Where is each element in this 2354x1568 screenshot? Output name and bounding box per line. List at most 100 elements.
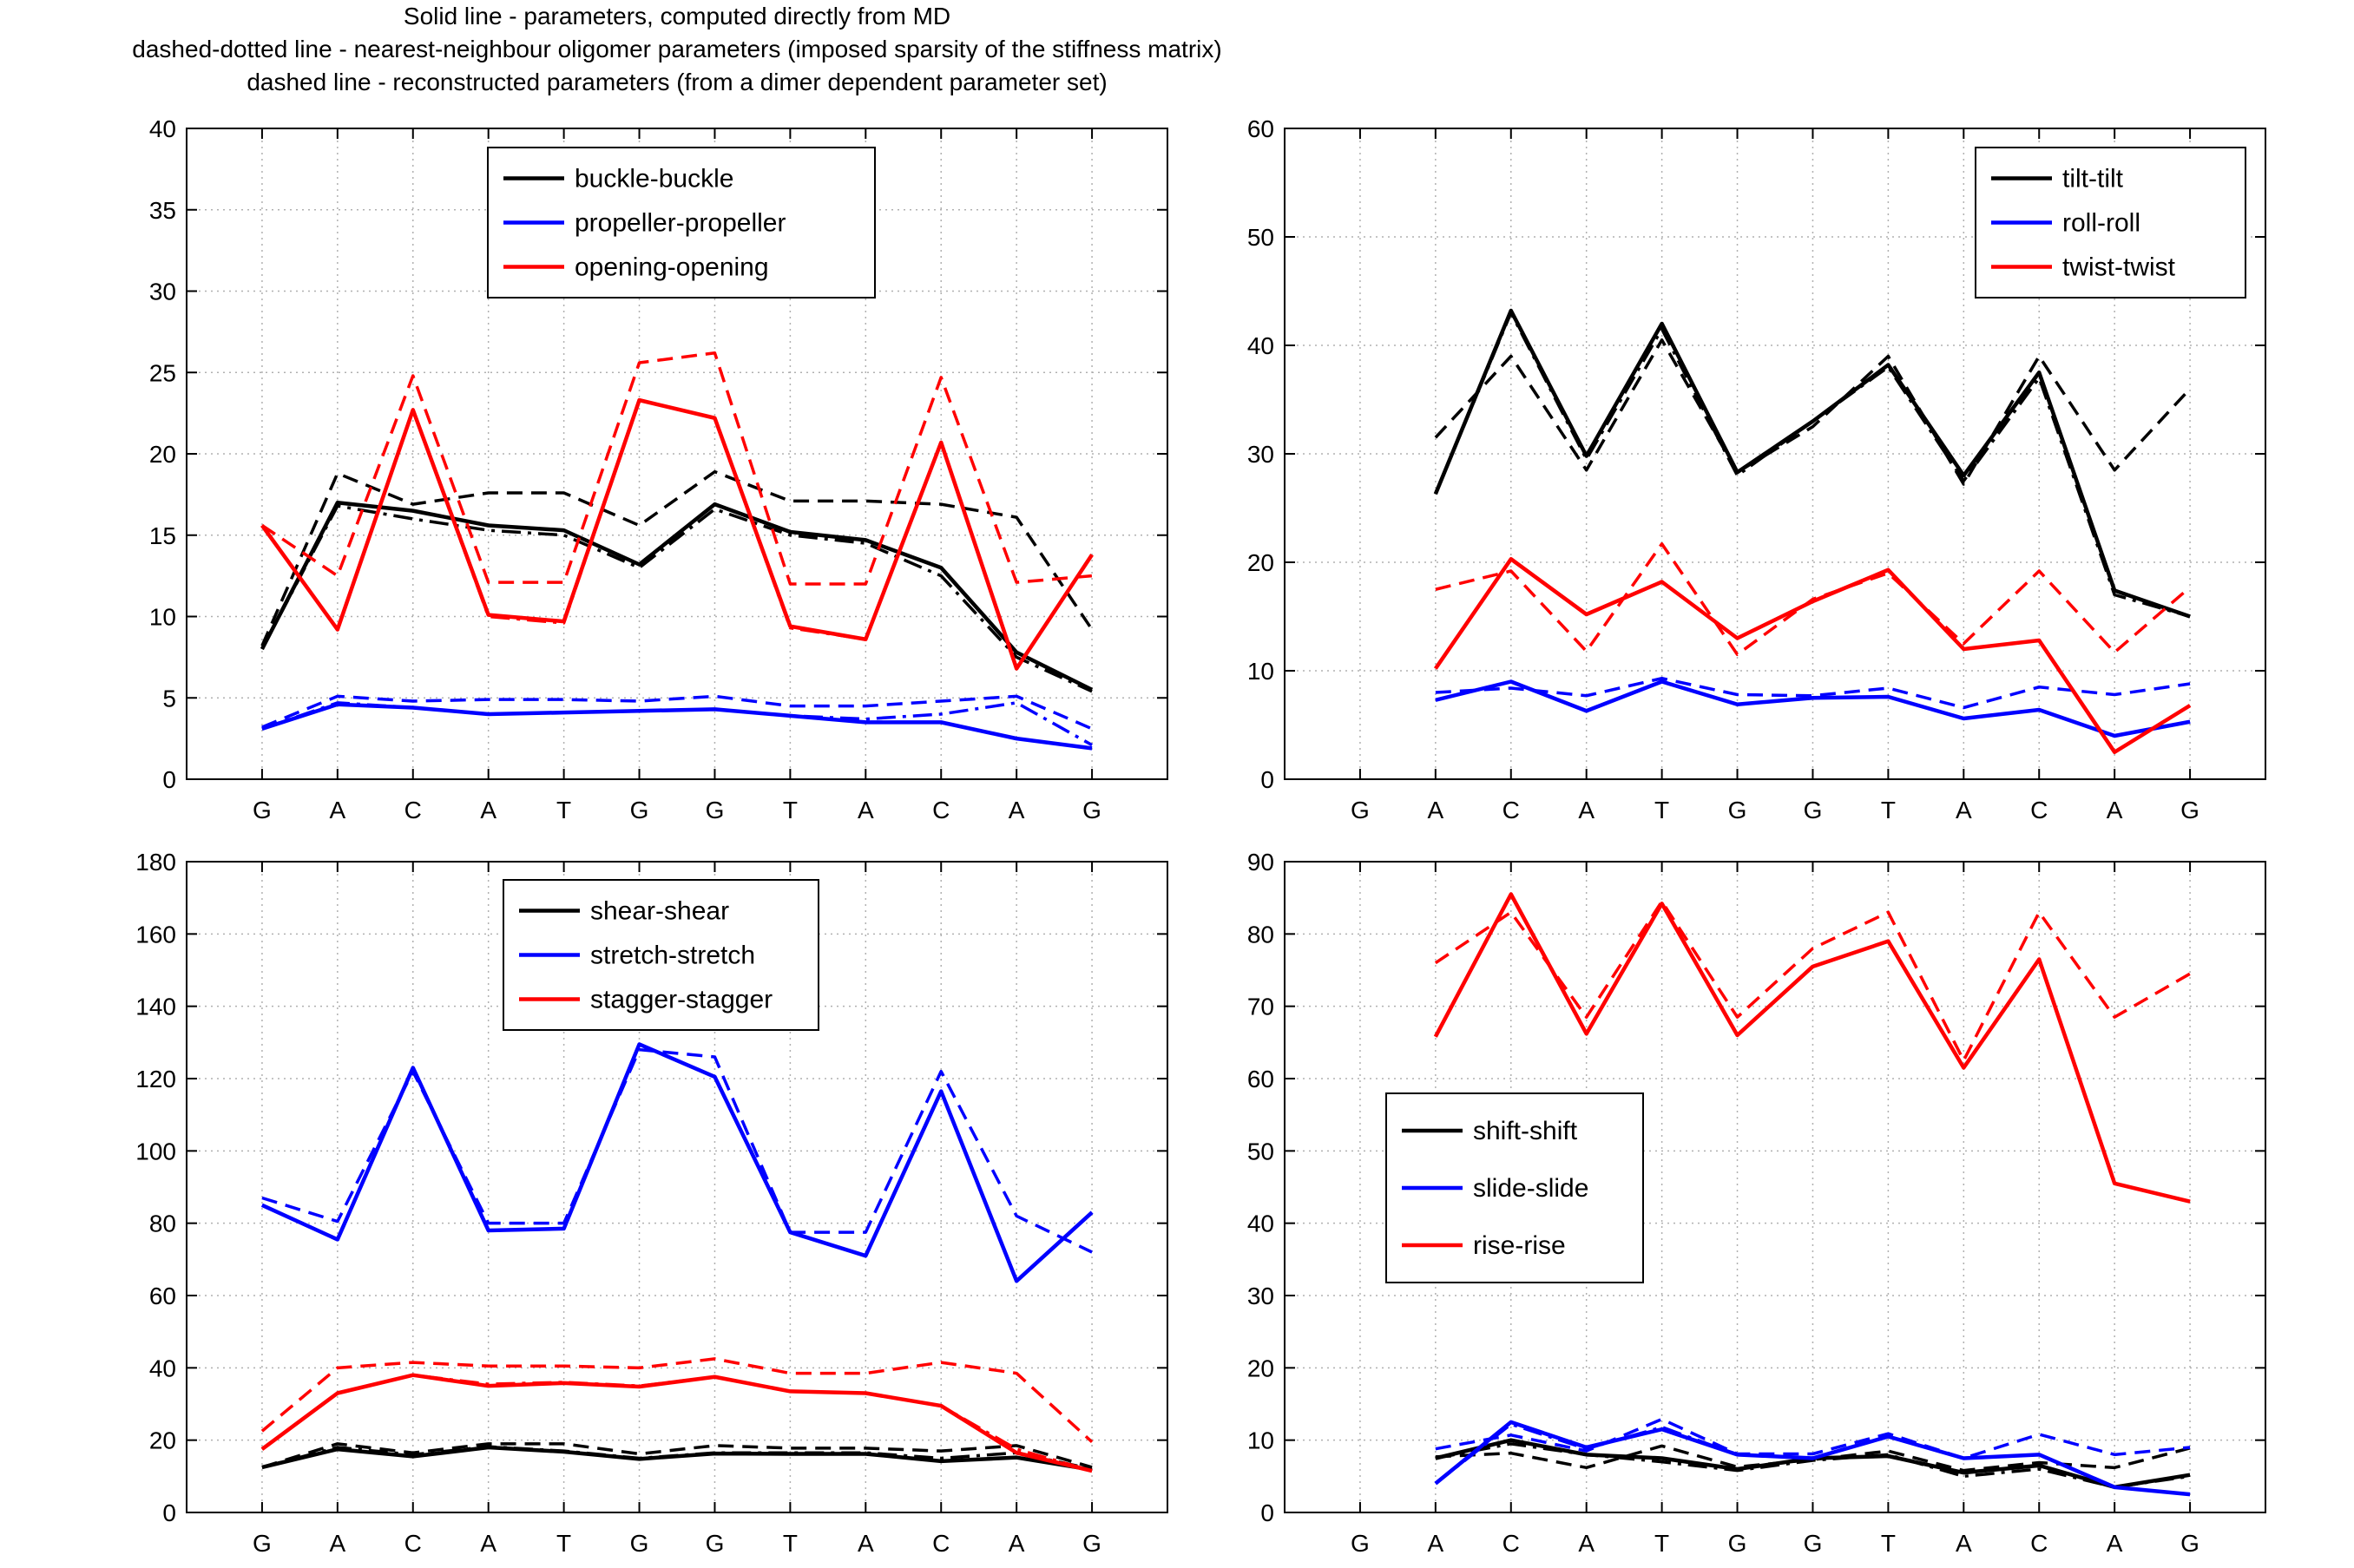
x-tick-label: G — [1804, 1530, 1823, 1557]
axes-frame — [1284, 861, 2266, 1513]
x-tick-label: T — [556, 797, 571, 823]
series-line-roll-roll — [1435, 679, 2191, 738]
y-tick-label: 0 — [162, 766, 176, 793]
legend-label: propeller-propeller — [575, 209, 786, 238]
y-tick-label: 0 — [1260, 766, 1274, 793]
x-tick-label: A — [858, 797, 874, 823]
series-line-blue-dashed — [261, 1047, 1093, 1254]
series-line-red-dashed — [1435, 542, 2192, 656]
series-line-blue-dashdot — [261, 1042, 1094, 1283]
x-tick-label: A — [330, 797, 346, 823]
y-tick-label: 20 — [149, 1427, 176, 1454]
x-tick-label: T — [783, 1530, 798, 1557]
x-tick-label: C — [932, 1530, 950, 1557]
x-tick-label: A — [1009, 797, 1025, 823]
series-line-blue-dashed — [1435, 677, 2191, 710]
y-tick-label: 50 — [1247, 224, 1274, 251]
series-line-red-dashed — [260, 1357, 1094, 1444]
chart-panel-1: 0 5 10 15 20 25 30 35 40 G A C A T G G T A C A Gbuckle-buckl… — [149, 115, 1168, 823]
x-tick-label: G — [630, 1530, 649, 1557]
series-line-red-dashdot — [260, 1373, 1093, 1473]
x-tick-label: G — [2180, 1530, 2199, 1557]
y-tick-label: 50 — [1247, 1138, 1274, 1165]
x-tick-label: G — [1728, 797, 1747, 823]
legend-label: slide-slide — [1473, 1174, 1588, 1203]
y-tick-label: 40 — [1247, 1210, 1274, 1237]
x-tick-label: T — [1654, 1530, 1669, 1557]
title-line-solid: Solid line - parameters, computed direct… — [403, 3, 951, 30]
chart-legend: shift-shift slide-slide rise-rise — [1385, 1092, 1644, 1283]
x-tick-label: G — [1728, 1530, 1747, 1557]
legend-label: roll-roll — [2062, 209, 2140, 238]
chart-panel-4: 0 10 20 30 40 50 60 70 80 90 G A C A T G G T A C A Gshift-shi… — [1247, 849, 2266, 1557]
legend-label: opening-opening — [575, 253, 769, 282]
legend-label: rise-rise — [1473, 1231, 1566, 1260]
legend-label: shift-shift — [1473, 1117, 1578, 1145]
x-tick-label: G — [1351, 1530, 1370, 1557]
x-tick-label: C — [1502, 1530, 1520, 1557]
series-line-blue-dashdot — [1434, 1422, 2191, 1496]
y-tick-label: 120 — [135, 1066, 176, 1092]
x-tick-label: A — [330, 1530, 346, 1557]
y-tick-label: 70 — [1247, 994, 1274, 1020]
series-line-buckle-buckle — [260, 501, 1094, 692]
series-line-black-dashed — [1434, 338, 2192, 486]
y-tick-label: 0 — [1260, 1499, 1274, 1526]
y-tick-label: 180 — [135, 849, 176, 876]
x-tick-label: A — [1428, 1530, 1444, 1557]
series-line-black-dashdot — [260, 504, 1093, 693]
y-tick-label: 35 — [149, 197, 176, 224]
x-tick-label: C — [1502, 797, 1520, 823]
y-tick-label: 60 — [1247, 115, 1274, 142]
x-tick-label: A — [1956, 1530, 1972, 1557]
x-tick-label: A — [480, 797, 496, 823]
x-tick-label: G — [630, 797, 649, 823]
y-tick-label: 0 — [162, 1499, 176, 1526]
x-tick-label: C — [404, 1530, 422, 1557]
x-tick-label: T — [1654, 797, 1669, 823]
x-tick-label: T — [1881, 797, 1896, 823]
legend-label: stagger-stagger — [590, 986, 773, 1014]
series-line-blue-dashed — [261, 694, 1093, 731]
legend-label: stretch-stretch — [590, 941, 755, 970]
y-tick-label: 20 — [1247, 1355, 1274, 1381]
x-tick-label: C — [404, 797, 422, 823]
series-line-red-dashed — [260, 351, 1093, 586]
y-tick-label: 20 — [1247, 549, 1274, 576]
x-tick-label: G — [1082, 1530, 1101, 1557]
y-tick-label: 140 — [135, 994, 176, 1020]
series-line-red-dashdot — [1434, 892, 2191, 1204]
x-tick-label: A — [1956, 797, 1972, 823]
x-tick-label: A — [480, 1530, 496, 1557]
x-tick-label: C — [2030, 797, 2048, 823]
y-tick-label: 90 — [1247, 849, 1274, 876]
series-line-black-dashed — [260, 469, 1094, 646]
x-tick-label: A — [2107, 797, 2123, 823]
y-tick-label: 10 — [149, 604, 176, 631]
series-line-red-dashed — [1434, 900, 2191, 1062]
y-tick-label: 100 — [135, 1138, 176, 1165]
figure-title: Solid line - parameters, computed direct… — [0, 0, 1354, 99]
x-tick-label: C — [2030, 1530, 2048, 1557]
x-tick-label: G — [706, 797, 725, 823]
series-line-black-dashdot — [261, 1445, 1093, 1471]
x-tick-label: G — [1351, 797, 1370, 823]
y-tick-label: 20 — [149, 441, 176, 468]
x-tick-label: T — [556, 1530, 571, 1557]
y-tick-label: 80 — [149, 1210, 176, 1237]
x-tick-label: A — [1578, 797, 1595, 823]
chart-legend: shear-shear stretch-stretch stagger-stagge… — [503, 879, 819, 1031]
y-tick-label: 60 — [1247, 1066, 1274, 1092]
chart-legend: tilt-tilt roll-roll twist-twist — [1975, 147, 2246, 299]
x-tick-label: C — [932, 797, 950, 823]
series-line-blue-dashed — [1435, 1417, 2191, 1460]
x-tick-label: A — [1578, 1530, 1595, 1557]
y-tick-label: 10 — [1247, 1427, 1274, 1454]
y-tick-label: 30 — [1247, 441, 1274, 468]
y-tick-label: 5 — [162, 685, 176, 712]
axes-frame — [186, 861, 1168, 1513]
title-line-dashed: dashed line - reconstructed parameters (… — [247, 69, 1108, 95]
chart-panel-3: 0 20 40 60 80 100 120 140 160 180 G A C A T G G T A C A Gshea… — [135, 849, 1168, 1557]
